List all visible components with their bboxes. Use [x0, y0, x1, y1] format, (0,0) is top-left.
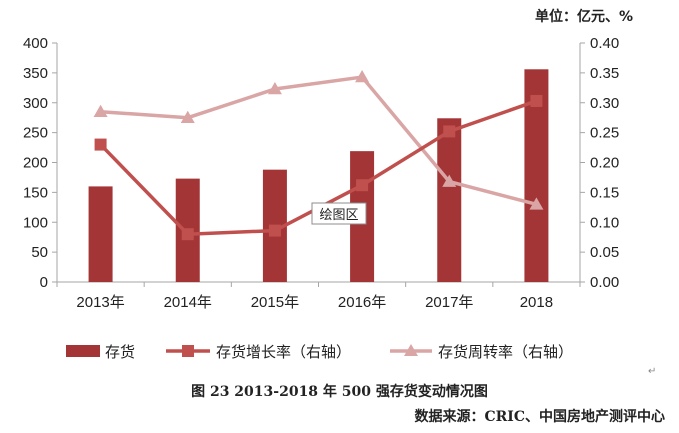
y-right-tick-label: 0.00 [590, 274, 619, 291]
x-tick-label: 2017年 [425, 294, 473, 311]
point-turnover-rate [355, 70, 370, 83]
y-right-tick-label: 0.20 [590, 155, 619, 172]
y-left-tick-label: 300 [23, 95, 48, 112]
y-left-tick-label: 50 [31, 244, 48, 261]
y-right-tick-label: 0.35 [590, 65, 619, 82]
legend-marker-turnover [404, 344, 418, 356]
point-turnover-rate [267, 82, 282, 95]
x-tick-label: 2018 [520, 294, 553, 311]
plot-area-tooltip [311, 202, 367, 225]
point-turnover-rate [180, 110, 195, 123]
bar-inventory [88, 186, 113, 282]
unit-label: 单位：亿元、% [535, 9, 634, 25]
y-left-tick-label: 0 [40, 274, 48, 291]
figure-caption: 图 23 2013-2018 年 500 强存货变动情况图 [191, 384, 488, 400]
legend-label-growth: 存货增长率（右轴） [216, 343, 351, 361]
y-right-tick-label: 0.40 [590, 35, 619, 52]
point-growth-rate [356, 179, 369, 192]
x-tick-label: 2016年 [338, 294, 386, 311]
point-growth-rate [181, 228, 194, 241]
y-right-tick-label: 0.25 [590, 125, 619, 142]
point-turnover-rate [93, 104, 108, 117]
y-right-tick-label: 0.30 [590, 95, 619, 112]
x-tick-label: 2014年 [164, 294, 212, 311]
bar-inventory [437, 118, 462, 282]
data-source: 数据来源：CRIC、中国房地产测评中心 [414, 409, 665, 425]
y-left-tick-label: 150 [23, 184, 48, 201]
x-tick-label: 2013年 [76, 294, 124, 311]
point-turnover-rate [529, 197, 544, 210]
legend-label-turnover: 存货周转率（右轴） [438, 343, 573, 361]
paragraph-mark: ↵ [648, 366, 657, 377]
x-tick-label: 2015年 [251, 294, 299, 311]
point-growth-rate [94, 138, 107, 151]
y-left-tick-label: 200 [23, 155, 48, 172]
legend-marker-growth [182, 345, 194, 357]
plot-area-tooltip-label: 绘图区 [319, 208, 358, 223]
point-growth-rate [530, 94, 543, 107]
y-left-tick-label: 250 [23, 125, 48, 142]
y-left-tick-label: 400 [23, 35, 48, 52]
inventory-chart: 0 0.00 50 0.05 100 0.10 150 0.15 200 0.20 250 0.25 3… [23, 35, 619, 361]
legend-swatch-inventory [66, 345, 100, 357]
legend-label-inventory: 存货 [105, 343, 135, 361]
point-turnover-rate [442, 174, 457, 187]
point-growth-rate [268, 224, 281, 237]
line-turnover-rate [100, 75, 537, 207]
y-left-tick-label: 350 [23, 65, 48, 82]
point-growth-rate [443, 125, 456, 138]
y-right-tick-label: 0.15 [590, 184, 619, 201]
y-right-tick-label: 0.05 [590, 244, 619, 261]
y-right-tick-label: 0.10 [590, 214, 619, 231]
y-left-tick-label: 100 [23, 214, 48, 231]
